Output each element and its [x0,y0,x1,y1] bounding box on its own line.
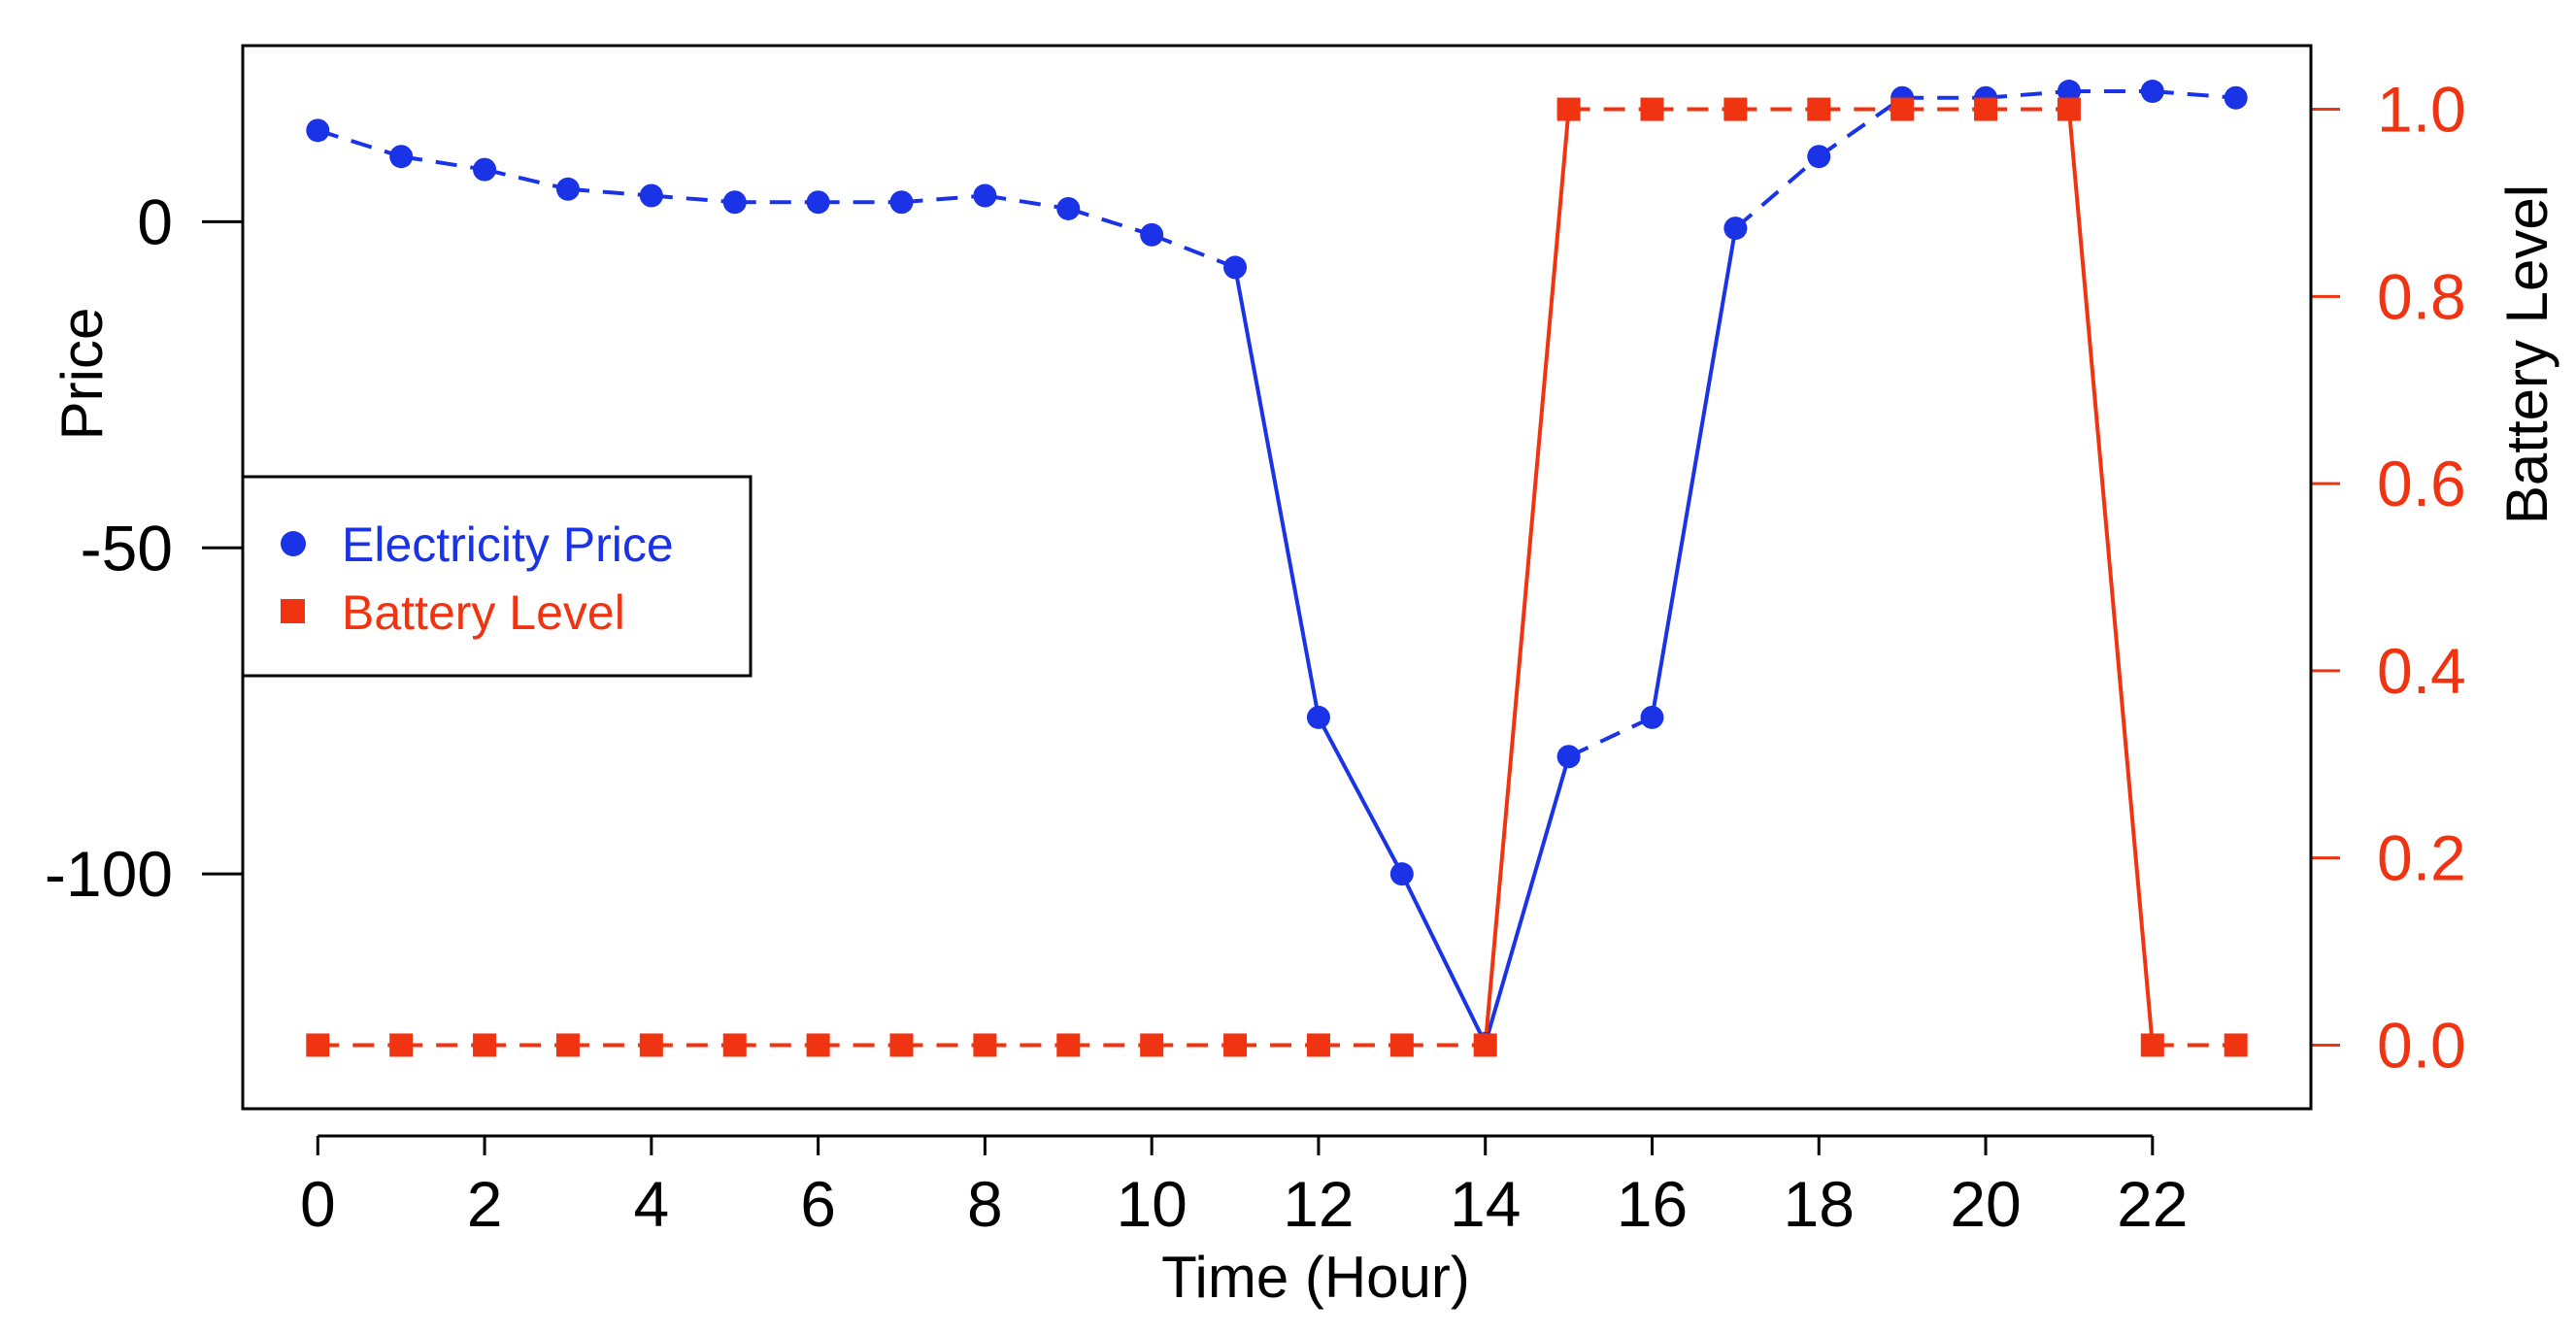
x-tick-label: 0 [300,1168,336,1240]
y-right-tick-label: 0.8 [2377,260,2466,332]
electricity-price-point [2057,80,2081,104]
y-right-tick-label: 0.4 [2377,635,2466,707]
electricity-price-point [1807,145,1831,169]
battery-level-point [1306,1033,1330,1057]
battery-level-point [973,1033,997,1057]
battery-level-point [1807,97,1831,121]
y-right-tick-label: 1.0 [2377,74,2466,146]
x-tick-label: 4 [633,1168,669,1240]
battery-level-point [806,1033,830,1057]
battery-level-point [639,1033,663,1057]
electricity-price-segment [651,193,735,205]
electricity-price-point [889,190,914,215]
y-axis-left-title: Price [50,308,115,441]
electricity-price-point [1723,217,1748,241]
battery-level-point [1556,97,1581,121]
series-lines [317,89,2236,1048]
electricity-price-segment [1985,89,2070,100]
electricity-price-segment [567,186,652,198]
battery-level-point [1056,1033,1081,1057]
battery-level-point [2224,1033,2248,1057]
battery-level-segment [2066,109,2155,1046]
electricity-price-segment [1151,232,1236,270]
battery-level-point [1140,1033,1164,1057]
battery-level-point [473,1033,497,1057]
y-left-tick-label: -50 [81,512,173,584]
electricity-price-segment [1067,207,1153,237]
battery-level-point [1389,1033,1414,1057]
legend-electricity-price-label: Electricity Price [342,517,674,572]
x-tick-label: 8 [967,1168,1003,1240]
electricity-price-point [2224,85,2248,110]
electricity-price-point [389,145,414,169]
battery-level-point [389,1033,414,1057]
legend-box [241,475,753,678]
electricity-price-segment [901,193,986,205]
electricity-price-segment [2152,89,2236,100]
electricity-price-point [973,183,997,208]
battery-level-point [1223,1033,1248,1057]
electricity-price-point [806,190,830,215]
electricity-price-point [555,177,580,201]
electricity-price-point [1640,705,1664,729]
battery-level-point [1473,1033,1497,1057]
electricity-price-segment [1317,716,1404,876]
electricity-price-point [1056,196,1081,220]
battery-level-point [1974,97,1998,121]
battery-level-point [306,1033,330,1057]
x-tick-label: 14 [1450,1168,1521,1240]
battery-level-point [722,1033,747,1057]
battery-level-point [889,1033,914,1057]
y-left-tick-label: -100 [45,838,173,910]
electricity-price-point [1140,222,1164,247]
electricity-price-segment [1734,154,1821,230]
x-tick-label: 10 [1116,1168,1187,1240]
series-markers [306,80,2248,1057]
electricity-price-point [306,118,330,143]
y-right-tick-label: 0.6 [2377,448,2466,519]
x-axis-title: Time (Hour) [1161,1245,1470,1310]
x-tick-label: 2 [467,1168,503,1240]
legend: Electricity Price Battery Level [241,475,753,678]
y-right-tick-label: 0.0 [2377,1009,2466,1081]
x-tick-label: 18 [1784,1168,1855,1240]
battery-level-point [1723,97,1748,121]
electricity-price-segment [317,128,402,159]
legend-electricity-price-marker [281,531,306,556]
battery-level-point [1640,97,1664,121]
x-tick-label: 22 [2117,1168,2188,1240]
y-left-tick-label: 0 [137,185,173,257]
electricity-price-segment [1650,227,1738,718]
y-right-tick-label: 0.2 [2377,822,2466,894]
electricity-price-point [1223,255,1248,280]
electricity-price-segment [1400,873,1488,1045]
electricity-price-point [1556,745,1581,769]
battery-level-point [2057,97,2081,121]
electricity-price-point [473,157,497,182]
electricity-price-segment [1233,267,1321,718]
legend-battery-level-marker [281,599,305,623]
x-tick-label: 6 [800,1168,836,1240]
electricity-price-point [1306,705,1330,729]
battery-level-point [555,1033,580,1057]
electricity-price-segment [400,154,485,172]
electricity-price-segment [484,167,569,191]
x-tick-label: 20 [1950,1168,2021,1240]
electricity-price-segment [985,193,1069,211]
electricity-price-point [639,183,663,208]
electricity-price-segment [1567,716,1654,759]
electricity-price-point [2140,80,2164,104]
electricity-price-point [722,190,747,215]
electricity-price-segment [1483,755,1571,1045]
battery-level-segment [1483,109,1571,1046]
y-axis-right-title: Battery Level [2494,184,2559,524]
x-tick-label: 12 [1283,1168,1354,1240]
battery-level-point [1890,97,1915,121]
electricity-price-segment [1818,96,1904,158]
x-tick-label: 16 [1617,1168,1688,1240]
legend-battery-level-label: Battery Level [342,585,625,640]
electricity-price-point [1389,862,1414,886]
battery-level-point [2140,1033,2164,1057]
